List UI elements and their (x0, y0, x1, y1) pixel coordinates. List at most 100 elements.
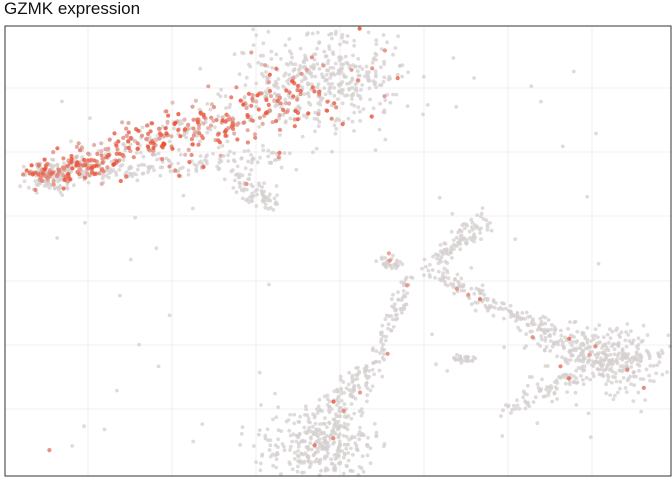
data-point (335, 449, 340, 453)
data-point (285, 79, 289, 84)
data-point (230, 168, 235, 173)
data-point (558, 364, 563, 369)
data-point (250, 118, 256, 123)
data-point (295, 88, 300, 93)
data-point (317, 120, 322, 124)
data-point (61, 156, 66, 161)
data-point (477, 287, 481, 292)
data-point (370, 61, 375, 65)
data-point (434, 362, 438, 367)
data-point (448, 282, 453, 287)
data-point (559, 328, 563, 333)
data-point (347, 370, 352, 375)
data-point (257, 125, 262, 129)
data-point (351, 91, 356, 96)
data-point (357, 64, 362, 69)
data-point (55, 236, 60, 240)
data-point (135, 141, 140, 146)
data-point (518, 328, 522, 333)
data-point (337, 118, 342, 123)
data-point (83, 163, 88, 168)
data-point (313, 421, 318, 426)
data-point (191, 126, 196, 131)
data-point (274, 102, 279, 106)
data-point (346, 458, 351, 463)
data-point (380, 374, 385, 379)
data-point (636, 390, 641, 395)
data-point (243, 166, 248, 171)
data-point (266, 102, 271, 107)
data-point (287, 428, 292, 433)
data-point (237, 180, 242, 185)
data-point (604, 382, 608, 387)
data-point (287, 95, 292, 100)
data-point (442, 266, 447, 271)
data-point (657, 360, 662, 364)
data-point (192, 162, 197, 167)
data-point (283, 97, 288, 102)
data-point (233, 173, 238, 177)
data-point (104, 173, 109, 178)
data-point (609, 380, 614, 385)
data-point (303, 404, 308, 409)
data-point (183, 152, 188, 157)
data-point (268, 438, 273, 442)
data-point (388, 263, 393, 268)
data-point (293, 457, 297, 461)
data-point (66, 171, 71, 177)
data-point (291, 76, 296, 81)
data-point (229, 95, 234, 100)
data-point (361, 469, 366, 474)
data-point (601, 335, 606, 340)
data-point (440, 274, 445, 278)
data-point (251, 43, 256, 47)
data-point (455, 352, 459, 357)
data-point (261, 199, 265, 204)
data-point (615, 361, 620, 366)
data-point (589, 339, 593, 343)
data-point (494, 301, 498, 305)
data-point (635, 352, 639, 357)
data-point (529, 320, 534, 325)
data-point (268, 192, 272, 197)
data-point (181, 165, 185, 170)
data-point (102, 427, 107, 432)
data-point (624, 330, 628, 334)
data-point (296, 449, 300, 453)
data-point (539, 99, 543, 104)
data-point (281, 107, 286, 112)
data-point (648, 363, 653, 368)
data-point (312, 443, 317, 448)
data-point (396, 290, 400, 294)
data-point (577, 354, 581, 359)
data-point (632, 383, 637, 387)
data-point (367, 369, 371, 373)
data-point (398, 64, 402, 68)
data-point (121, 142, 125, 147)
data-point (184, 135, 189, 140)
data-point (364, 380, 369, 385)
data-point (148, 129, 153, 134)
data-point (152, 168, 156, 173)
data-point (350, 376, 354, 380)
data-point (348, 468, 353, 473)
data-point (639, 355, 644, 360)
data-point (657, 354, 661, 358)
data-point (270, 120, 275, 125)
data-point (260, 185, 264, 189)
data-point (33, 187, 38, 192)
data-point (360, 67, 365, 71)
data-point (360, 410, 365, 415)
data-point (308, 463, 313, 467)
data-point (100, 160, 105, 165)
data-point (338, 377, 343, 382)
data-point (626, 333, 631, 337)
data-point (148, 140, 153, 145)
data-point (275, 98, 280, 103)
data-point (316, 112, 321, 117)
data-point (319, 98, 323, 103)
data-point (341, 39, 346, 44)
data-point (458, 247, 463, 252)
data-point (535, 382, 540, 387)
data-point (264, 97, 269, 103)
